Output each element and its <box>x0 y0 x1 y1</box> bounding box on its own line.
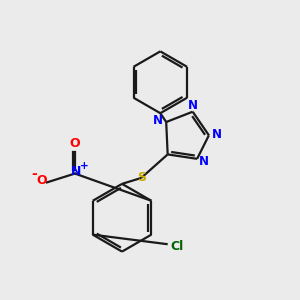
Text: N: N <box>188 99 198 112</box>
Text: N: N <box>212 128 222 141</box>
Text: S: S <box>137 172 146 184</box>
Text: N: N <box>153 114 163 127</box>
Text: +: + <box>80 161 89 171</box>
Text: N: N <box>199 155 208 168</box>
Text: Cl: Cl <box>170 240 183 253</box>
Text: -: - <box>32 167 38 181</box>
Text: O: O <box>36 174 47 188</box>
Text: O: O <box>70 137 80 150</box>
Text: N: N <box>71 165 82 178</box>
